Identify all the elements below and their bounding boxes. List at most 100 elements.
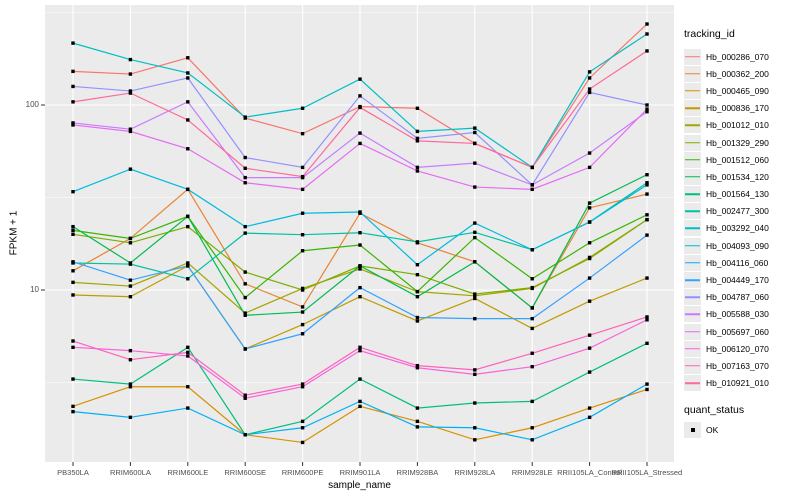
legend-item: Hb_000362_200 [684,65,798,82]
data-point-marker [587,241,592,245]
legend-key-line-icon [684,48,701,65]
data-point-marker [415,366,420,370]
legend-item: Hb_001329_290 [684,134,798,151]
data-point-marker [128,294,133,299]
data-point-marker [128,127,133,131]
data-point-marker [128,241,133,245]
legend-item: Hb_001512_060 [684,151,798,168]
data-point-marker [473,235,477,240]
data-point-marker [415,129,420,134]
legend-key-line-icon [684,357,701,374]
data-point-marker [300,382,305,386]
data-point-marker [415,263,420,267]
data-point-marker [587,90,592,95]
data-point-marker [645,181,649,185]
data-point-marker [358,285,362,290]
data-point-marker [186,345,190,350]
data-point-marker [186,224,190,229]
data-point-marker [415,406,420,410]
data-point-marker [358,404,362,409]
data-point-marker [128,129,133,134]
legend-item: Hb_004787_060 [684,289,798,306]
data-point-marker [243,181,247,185]
data-point-marker [358,231,362,235]
data-point-marker [128,382,133,386]
data-point-marker [645,192,649,196]
data-point-marker [530,326,534,331]
data-point-marker [587,346,592,350]
data-point-marker [243,282,247,286]
legend-item: Hb_004449_170 [684,271,798,289]
data-point-marker [587,415,592,420]
data-point-marker [473,230,477,235]
data-point-marker [243,155,247,160]
data-point-marker [473,316,477,321]
data-point-marker [243,433,247,437]
x-tick-label: RRIM901LA [340,468,381,477]
data-point-marker [300,305,305,309]
data-point-marker [645,32,649,36]
data-point-marker [530,277,534,281]
legend-item: Hb_005697_060 [684,323,798,340]
legend-item: Hb_001534_120 [684,168,798,185]
legend-item: Hb_006120_070 [684,340,798,357]
x-tick-label: RRIM928LE [512,468,553,477]
data-point-marker [300,419,305,424]
data-point-marker [300,211,305,215]
data-point-marker [186,100,190,104]
data-point-marker [358,264,362,268]
legend: tracking_id Hb_000286_070 Hb_000362_200 Hb… [684,28,798,439]
data-point-marker [300,174,305,179]
legend-key-line-icon [684,254,701,271]
data-point-marker [71,69,75,74]
data-point-marker [300,249,305,253]
data-point-marker [645,183,649,187]
legend-items: Hb_000286_070 Hb_000362_200 Hb_000465_090 H… [684,48,798,392]
legend-item: Hb_000465_090 [684,82,798,99]
data-point-marker [71,100,75,104]
data-point-marker [358,94,362,98]
data-point-marker [71,404,75,409]
data-point-marker [587,201,592,205]
data-point-marker [71,377,75,381]
data-point-marker [186,261,190,265]
legend-key-line-icon [684,272,701,289]
legend-key-line-icon [684,186,701,203]
data-point-marker [300,106,305,110]
data-point-marker [128,91,133,95]
data-point-marker [186,71,190,75]
data-point-marker [186,354,190,358]
data-point-marker [587,70,592,74]
data-point-marker [186,187,190,192]
legend-item-ok: OK [684,422,798,439]
data-point-marker [587,276,592,280]
data-point-marker [128,284,133,288]
data-point-marker [243,166,247,170]
legend-item-label: Hb_000286_070 [706,51,769,62]
data-point-marker [473,292,477,296]
data-point-marker [358,131,362,135]
data-point-marker [473,161,477,165]
legend-key-line-icon [684,323,701,340]
legend-item-label: Hb_000362_200 [706,68,769,79]
legend-key-line-icon [684,220,701,237]
x-tick-label: RRIM600LE [167,468,208,477]
data-point-marker [71,121,75,125]
data-point-marker [71,409,75,414]
data-point-marker [415,165,420,170]
legend-title-quant-status: quant_status [684,403,745,416]
legend-key-line-icon [684,117,701,134]
x-tick-label: RRII105LA_Stressed [612,468,682,477]
data-point-marker [71,269,75,273]
legend-item-label: Hb_004787_060 [706,292,769,303]
data-point-marker [645,382,649,386]
data-point-marker [186,406,190,410]
data-point-marker [587,206,592,210]
data-point-marker [587,299,592,303]
data-point-marker [71,293,75,297]
data-point-marker [415,315,420,320]
data-point-marker [71,41,75,45]
data-point-marker [530,248,534,252]
data-point-marker [186,56,190,60]
